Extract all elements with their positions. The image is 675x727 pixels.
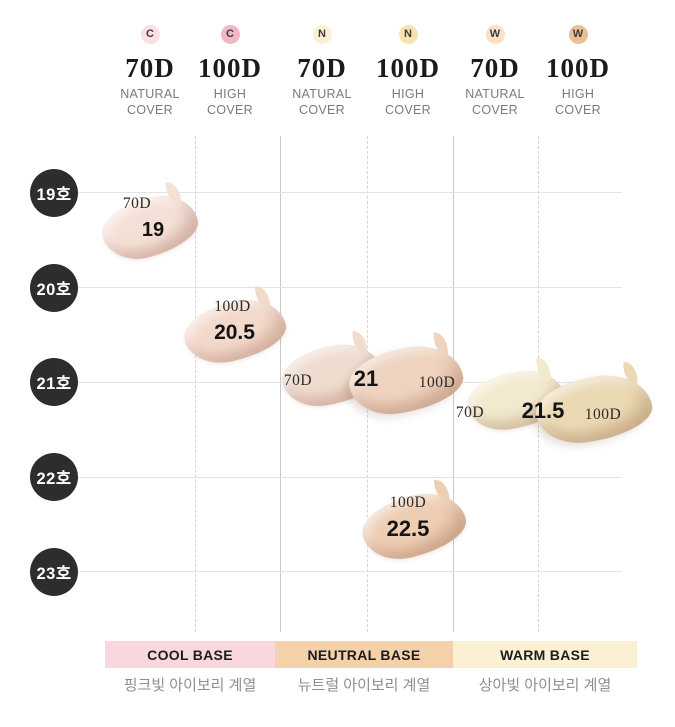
badge-letter: W: [489, 28, 501, 40]
swatch-product-label: 100D: [418, 374, 456, 391]
cover-type-line1: HIGH: [213, 87, 247, 101]
column-header-warm-70d: W 70D NATURAL COVER: [449, 25, 541, 118]
cool-base-badge-icon: C: [140, 25, 160, 44]
badge-letter: N: [404, 28, 412, 40]
cool-base-badge-icon: C: [220, 25, 240, 44]
grid-line-vertical-dashed: [195, 136, 196, 632]
swatch-product-label: 100D: [584, 406, 622, 423]
cover-type-line2: COVER: [555, 103, 601, 117]
swatch-shade-number: 20.5: [214, 321, 255, 344]
shade-row-badge-20: 20호: [30, 264, 78, 312]
swatch-product-label: 70D: [283, 372, 313, 389]
swatch-product-label: 100D: [389, 494, 427, 511]
badge-letter: C: [146, 28, 154, 40]
grid-line-horizontal: [78, 571, 622, 572]
product-name: 70D: [297, 53, 347, 83]
shade-row-badge-23: 23호: [30, 548, 78, 596]
badge-letter: C: [226, 28, 234, 40]
legend-subtitle-cool: 핑크빛 아이보리 계열: [123, 677, 257, 694]
shade-row-label: 20호: [36, 281, 72, 299]
product-name: 70D: [470, 53, 520, 83]
column-header-neutral-100d: N 100D HIGH COVER: [362, 25, 454, 118]
swatch-product-label: 70D: [455, 404, 485, 421]
cover-type-line1: HIGH: [391, 87, 425, 101]
cover-type: HIGH COVER: [184, 86, 276, 118]
column-header-cool-70d: C 70D NATURAL COVER: [104, 25, 196, 118]
cover-type-line2: COVER: [472, 103, 518, 117]
swatch-shade-number: 19: [141, 219, 165, 241]
product-name: 100D: [198, 53, 262, 83]
legend-subtitle-neutral: 뉴트럴 아이보리 계열: [297, 677, 431, 694]
grid-line-vertical-solid: [280, 136, 281, 632]
shade-row-label: 23호: [36, 565, 72, 583]
badge-letter: W: [572, 28, 584, 40]
badge-letter: N: [318, 28, 326, 40]
legend-band-neutral: NEUTRAL BASE: [275, 641, 453, 668]
swatch-shade-number: 21.5: [521, 398, 565, 423]
swatch-product-label: 100D: [214, 298, 251, 315]
cover-type: NATURAL COVER: [276, 86, 368, 118]
shade-row-label: 22호: [36, 470, 72, 488]
legend-band-cool: COOL BASE: [105, 641, 275, 668]
cover-type-line2: COVER: [127, 103, 173, 117]
cover-type: HIGH COVER: [362, 86, 454, 118]
warm-base-badge-icon: W: [568, 25, 588, 44]
swatch-shade-number: 21: [353, 366, 379, 391]
legend-title: COOL BASE: [147, 646, 233, 663]
warm-base-badge-icon: W: [485, 25, 505, 44]
shade-row-badge-22: 22호: [30, 453, 78, 501]
neutral-base-badge-icon: N: [312, 25, 332, 44]
legend-title: NEUTRAL BASE: [307, 646, 421, 663]
product-name: 100D: [376, 53, 440, 83]
neutral-base-badge-icon: N: [398, 25, 418, 44]
cover-type-line2: COVER: [299, 103, 345, 117]
product-name: 70D: [125, 53, 175, 83]
cover-type: NATURAL COVER: [449, 86, 541, 118]
cover-type-line1: NATURAL: [292, 87, 352, 101]
swatch-shade-number: 22.5: [386, 516, 430, 541]
cover-type-line2: COVER: [207, 103, 253, 117]
product-name: 100D: [546, 53, 610, 83]
shade-row-badge-19: 19호: [30, 169, 78, 217]
cover-type-line1: HIGH: [561, 87, 595, 101]
column-header-warm-100d: W 100D HIGH COVER: [532, 25, 624, 118]
column-header-cool-100d: C 100D HIGH COVER: [184, 25, 276, 118]
legend-band-warm: WARM BASE: [453, 641, 637, 668]
cover-type-line1: NATURAL: [465, 87, 525, 101]
swatch-product-label: 70D: [122, 195, 152, 212]
cover-type-line2: COVER: [385, 103, 431, 117]
cover-type: HIGH COVER: [532, 86, 624, 118]
grid-line-horizontal: [78, 477, 622, 478]
grid-line-horizontal: [78, 192, 622, 193]
cover-type: NATURAL COVER: [104, 86, 196, 118]
shade-row-label: 21호: [36, 375, 72, 393]
column-header-neutral-70d: N 70D NATURAL COVER: [276, 25, 368, 118]
shade-row-badge-21: 21호: [30, 358, 78, 406]
legend-title: WARM BASE: [500, 646, 590, 663]
cover-type-line1: NATURAL: [120, 87, 180, 101]
legend-subtitle-warm: 상아빛 아이보리 계열: [478, 677, 612, 694]
shade-row-label: 19호: [36, 186, 72, 204]
grid-line-horizontal: [78, 287, 622, 288]
